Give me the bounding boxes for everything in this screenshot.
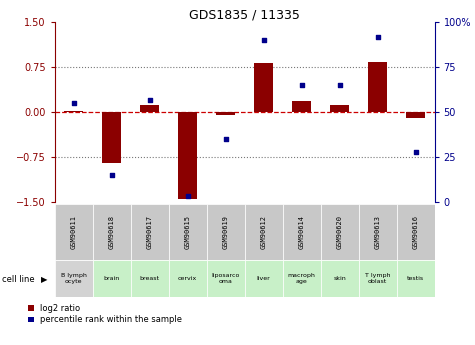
Text: GSM90620: GSM90620 xyxy=(337,215,342,249)
Text: breast: breast xyxy=(140,276,160,281)
Bar xyxy=(292,101,311,112)
Bar xyxy=(207,204,245,260)
Bar xyxy=(283,204,321,260)
Title: GDS1835 / 11335: GDS1835 / 11335 xyxy=(189,8,300,21)
Text: cervix: cervix xyxy=(178,276,197,281)
Text: brain: brain xyxy=(104,276,120,281)
Point xyxy=(260,38,267,43)
Point xyxy=(374,34,381,40)
Bar xyxy=(140,105,159,112)
Text: ▶: ▶ xyxy=(41,275,48,284)
Bar xyxy=(55,204,93,260)
Bar xyxy=(321,204,359,260)
Text: GSM90619: GSM90619 xyxy=(223,215,228,249)
Bar xyxy=(397,204,435,260)
Text: GSM90616: GSM90616 xyxy=(413,215,418,249)
Text: B lymph
ocyte: B lymph ocyte xyxy=(61,273,86,284)
Bar xyxy=(102,112,121,163)
Text: liposarco
oma: liposarco oma xyxy=(211,273,240,284)
Bar xyxy=(283,260,321,297)
Bar xyxy=(368,62,387,112)
Text: GSM90615: GSM90615 xyxy=(185,215,190,249)
Point xyxy=(146,97,153,102)
Point xyxy=(184,194,191,199)
Bar xyxy=(131,204,169,260)
Bar xyxy=(406,112,425,118)
Bar xyxy=(169,260,207,297)
Bar xyxy=(216,112,235,115)
Bar xyxy=(254,63,273,112)
Text: GSM90617: GSM90617 xyxy=(147,215,152,249)
Text: GSM90613: GSM90613 xyxy=(375,215,380,249)
Text: GSM90614: GSM90614 xyxy=(299,215,304,249)
Text: liver: liver xyxy=(257,276,270,281)
Text: GSM90618: GSM90618 xyxy=(109,215,114,249)
Legend: log2 ratio, percentile rank within the sample: log2 ratio, percentile rank within the s… xyxy=(28,304,182,324)
Point xyxy=(222,136,229,142)
Bar xyxy=(169,204,207,260)
Bar xyxy=(245,204,283,260)
Bar xyxy=(207,260,245,297)
Point xyxy=(70,100,77,106)
Bar xyxy=(330,105,349,112)
Point xyxy=(412,149,419,154)
Bar xyxy=(93,204,131,260)
Bar xyxy=(131,260,169,297)
Text: testis: testis xyxy=(407,276,424,281)
Bar xyxy=(55,260,93,297)
Bar xyxy=(359,260,397,297)
Bar xyxy=(245,260,283,297)
Bar xyxy=(178,112,197,199)
Text: GSM90611: GSM90611 xyxy=(71,215,76,249)
Text: macroph
age: macroph age xyxy=(288,273,315,284)
Bar xyxy=(321,260,359,297)
Bar xyxy=(359,204,397,260)
Point xyxy=(108,172,115,178)
Point xyxy=(336,82,343,88)
Bar xyxy=(64,111,83,112)
Text: GSM90612: GSM90612 xyxy=(261,215,266,249)
Text: skin: skin xyxy=(333,276,346,281)
Bar xyxy=(397,260,435,297)
Bar xyxy=(93,260,131,297)
Text: T lymph
oblast: T lymph oblast xyxy=(365,273,390,284)
Point xyxy=(298,82,305,88)
Text: cell line: cell line xyxy=(2,275,35,284)
